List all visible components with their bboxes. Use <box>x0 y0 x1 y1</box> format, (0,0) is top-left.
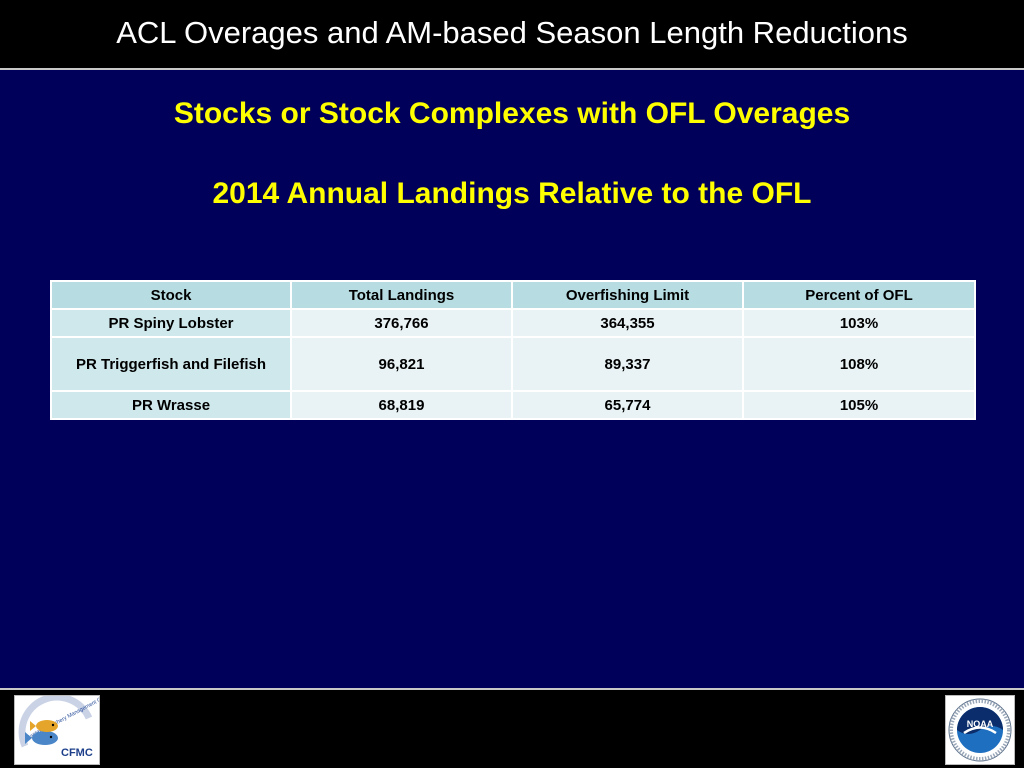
overfishing-limit-cell: 364,355 <box>511 308 744 338</box>
total-landings-cell: 376,766 <box>290 308 513 338</box>
total-landings-cell: 68,819 <box>290 390 513 420</box>
percent-of-ofl-cell: 103% <box>742 308 976 338</box>
footer-bar: Caribbean Fishery Management Council CFM… <box>0 690 1024 768</box>
column-header-percent-of-ofl: Percent of OFL <box>742 280 976 310</box>
footer-divider <box>0 688 1024 690</box>
stock-cell: PR Spiny Lobster <box>50 308 292 338</box>
total-landings-cell: 96,821 <box>290 336 513 392</box>
table-row: PR Spiny Lobster 376,766 364,355 103% <box>50 308 976 338</box>
section-heading: Stocks or Stock Complexes with OFL Overa… <box>173 97 851 130</box>
percent-of-ofl-cell: 105% <box>742 390 976 420</box>
stock-cell: PR Wrasse <box>50 390 292 420</box>
slide-body: Stocks or Stock Complexes with OFL Overa… <box>0 70 1024 688</box>
ofl-table: Stock Total Landings Overfishing Limit P… <box>50 280 976 420</box>
section-subheading: 2014 Annual Landings Relative to the OFL <box>212 177 812 210</box>
title-divider <box>0 68 1024 70</box>
cfmc-logo-text: CFMC <box>61 747 93 759</box>
table-row: PR Wrasse 68,819 65,774 105% <box>50 390 976 420</box>
cfmc-logo: Caribbean Fishery Management Council CFM… <box>14 695 100 765</box>
slide-title: ACL Overages and AM-based Season Length … <box>116 15 908 50</box>
noaa-logo: NOAA <box>945 695 1015 765</box>
table-row: PR Triggerfish and Filefish 96,821 89,33… <box>50 336 976 392</box>
column-header-overfishing-limit: Overfishing Limit <box>511 280 744 310</box>
stock-cell: PR Triggerfish and Filefish <box>50 336 292 392</box>
cfmc-logo-icon: Caribbean Fishery Management Council CFM… <box>18 696 99 759</box>
percent-of-ofl-cell: 108% <box>742 336 976 392</box>
title-bar: ACL Overages and AM-based Season Length … <box>0 0 1024 68</box>
table-header-row: Stock Total Landings Overfishing Limit P… <box>50 280 976 310</box>
column-header-total-landings: Total Landings <box>290 280 513 310</box>
overfishing-limit-cell: 89,337 <box>511 336 744 392</box>
noaa-logo-text: NOAA <box>967 719 994 729</box>
column-header-stock: Stock <box>50 280 292 310</box>
noaa-logo-icon: NOAA <box>948 698 1012 762</box>
overfishing-limit-cell: 65,774 <box>511 390 744 420</box>
